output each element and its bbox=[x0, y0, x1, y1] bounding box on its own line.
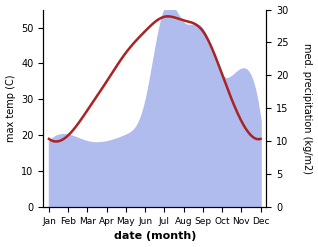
Y-axis label: med. precipitation (kg/m2): med. precipitation (kg/m2) bbox=[302, 43, 313, 174]
X-axis label: date (month): date (month) bbox=[114, 231, 196, 242]
Y-axis label: max temp (C): max temp (C) bbox=[5, 75, 16, 142]
